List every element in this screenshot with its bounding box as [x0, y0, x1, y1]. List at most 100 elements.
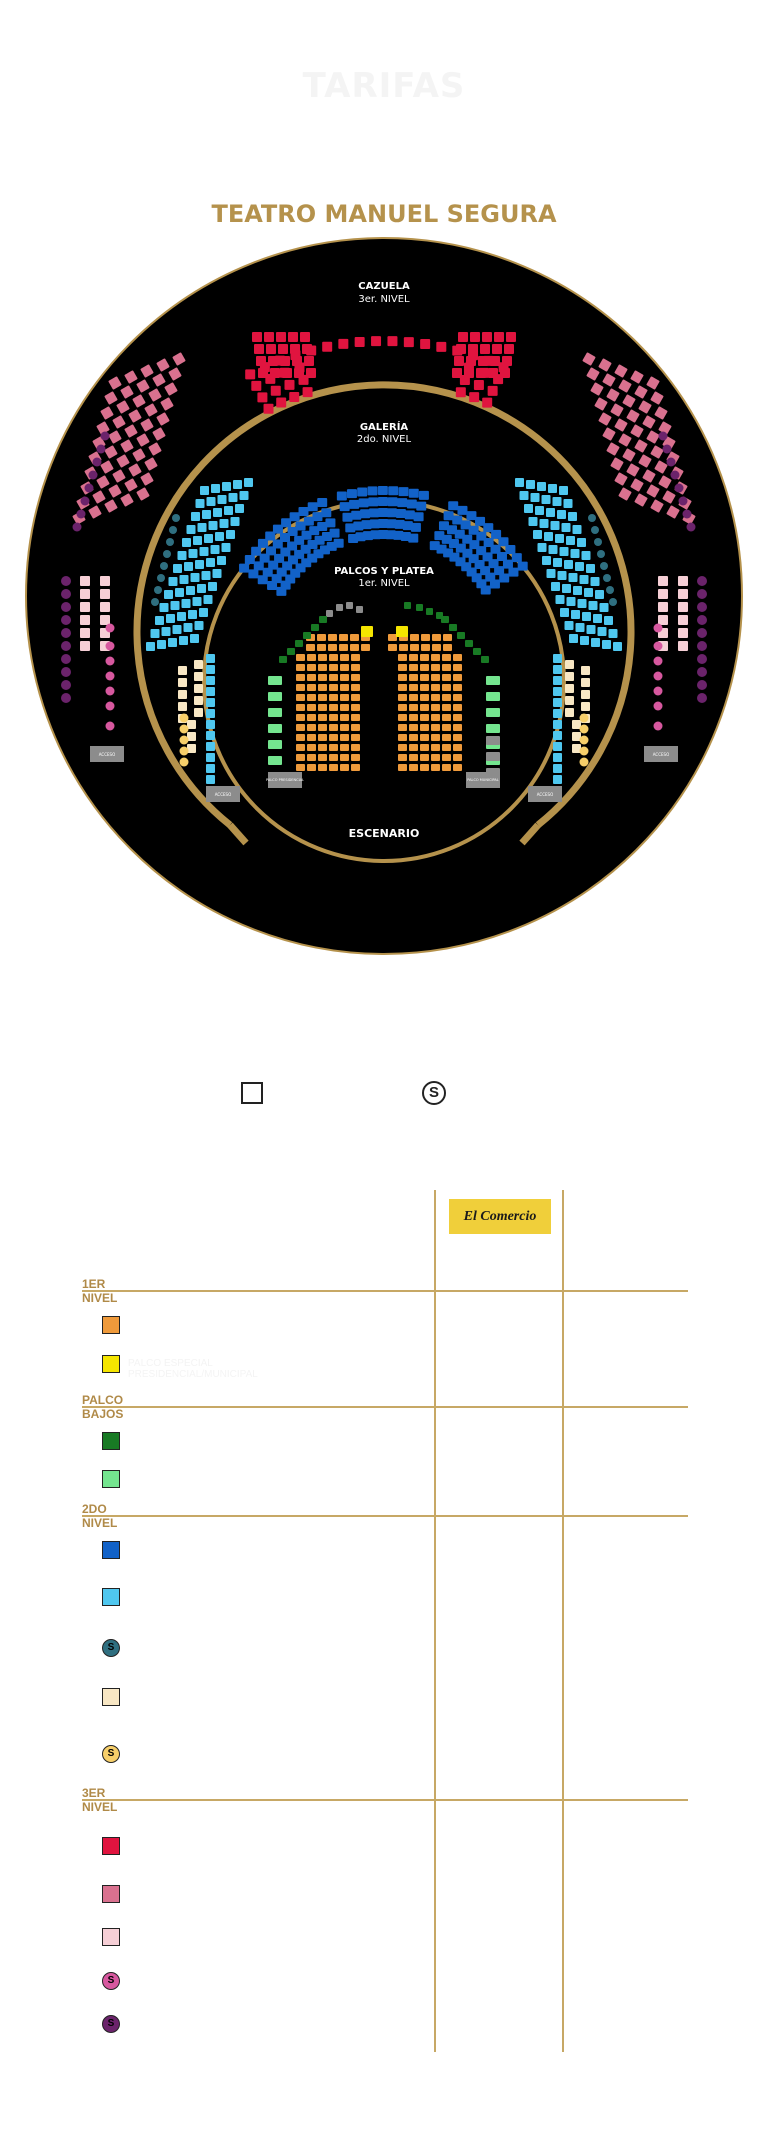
seat-grey	[346, 602, 353, 609]
seat-pink	[654, 460, 668, 474]
seat-orange	[351, 684, 360, 691]
seat-red	[263, 403, 274, 414]
seat-cream	[178, 666, 187, 675]
seat-pink	[622, 448, 636, 462]
seat-cyan	[560, 608, 569, 617]
seat-red	[322, 341, 333, 352]
seat-cyan	[553, 654, 562, 663]
seat-grey	[336, 604, 343, 611]
seat-teal-s	[157, 574, 165, 582]
seat-red	[257, 392, 268, 403]
seat-cream	[572, 744, 581, 753]
seat-pink	[116, 454, 130, 468]
seat-orange	[351, 714, 360, 721]
municipal-box: PALCO MUNICIPAL	[466, 772, 500, 788]
seat-blue	[321, 531, 332, 541]
seat-light-pink	[80, 641, 90, 651]
seat-cyan	[541, 495, 551, 504]
seat-orange	[296, 674, 305, 681]
seat-blue	[438, 521, 449, 531]
stair-label: ACCESO	[653, 752, 669, 757]
seat-orange	[329, 744, 338, 751]
seat-orange	[350, 634, 359, 641]
seat-red	[455, 387, 466, 398]
seat-magenta	[105, 671, 115, 681]
seat-orange	[453, 664, 462, 671]
seat-orange	[329, 764, 338, 771]
seat-orange	[340, 664, 349, 671]
seat-cream	[178, 678, 187, 687]
seat-cyan	[553, 665, 562, 674]
seat-gold-s	[579, 713, 589, 723]
seat-red	[403, 337, 414, 348]
seat-red	[270, 385, 281, 396]
seat-orange	[340, 694, 349, 701]
seat-blue	[483, 538, 494, 548]
seat-light-pink	[678, 628, 688, 638]
seat-cyan	[217, 556, 226, 565]
seat-magenta	[105, 686, 115, 696]
seat-pink	[630, 478, 644, 492]
seat-orange	[307, 654, 316, 661]
seat-light-pink	[100, 615, 110, 625]
special-seat-swatch: S	[102, 2015, 120, 2033]
seat-cyan	[519, 491, 529, 500]
seat-cyan	[170, 601, 180, 610]
seat-pink	[136, 433, 150, 447]
seat-cyan	[228, 493, 238, 502]
seat-blue	[398, 487, 409, 497]
map-outer-circle	[25, 237, 743, 955]
seat-cyan	[215, 532, 224, 541]
seat-orange	[409, 724, 418, 731]
seat-blue	[386, 519, 397, 529]
seat-grey	[486, 736, 500, 745]
seat-orange	[340, 744, 349, 751]
seat-cyan	[553, 775, 562, 784]
seat-red	[302, 344, 312, 354]
seat-pink	[630, 370, 644, 384]
seat-orange	[431, 754, 440, 761]
seat-cyan	[212, 569, 222, 578]
seat-pink	[104, 391, 118, 405]
seat-red	[288, 332, 298, 342]
seat-cyan	[172, 625, 182, 634]
seat-orange	[409, 734, 418, 741]
seat-teal-s	[160, 562, 168, 570]
page-heading: TARIFAS	[302, 66, 466, 106]
seat-pink	[642, 469, 656, 483]
seat-purple	[76, 509, 86, 519]
seat-cyan	[582, 612, 591, 621]
seat-cyan	[179, 636, 188, 645]
seat-blue	[483, 523, 494, 533]
stair-label: ACCESO	[537, 792, 553, 797]
seat-blue	[309, 526, 320, 536]
seat-red	[282, 368, 292, 378]
seat-magenta	[653, 656, 663, 666]
seat-pink	[590, 382, 604, 396]
seat-pink	[582, 352, 596, 366]
seat-blue	[312, 512, 323, 522]
seat-cyan	[553, 687, 562, 696]
seat-layer	[61, 332, 707, 795]
seat-red	[292, 356, 302, 366]
seat-cyan	[553, 698, 562, 707]
seat-pink	[108, 484, 122, 498]
seat-red	[468, 344, 478, 354]
seat-cyan	[552, 497, 562, 506]
seat-red	[300, 332, 310, 342]
seat-cream	[178, 702, 187, 711]
column-divider-right	[562, 1190, 564, 2052]
seat-orange	[307, 694, 316, 701]
seat-cyan	[200, 486, 209, 495]
seat-orange	[307, 704, 316, 711]
seat-cyan	[581, 551, 591, 560]
seat-pink	[638, 454, 652, 468]
seat-purple	[80, 496, 90, 506]
seat-cyan	[553, 742, 562, 751]
seat-blue	[406, 499, 417, 509]
seat-orange	[398, 674, 407, 681]
seat-cyan	[219, 519, 229, 528]
seat-orange	[398, 704, 407, 711]
seat-orange	[442, 714, 451, 721]
seat-cyan	[539, 519, 549, 528]
